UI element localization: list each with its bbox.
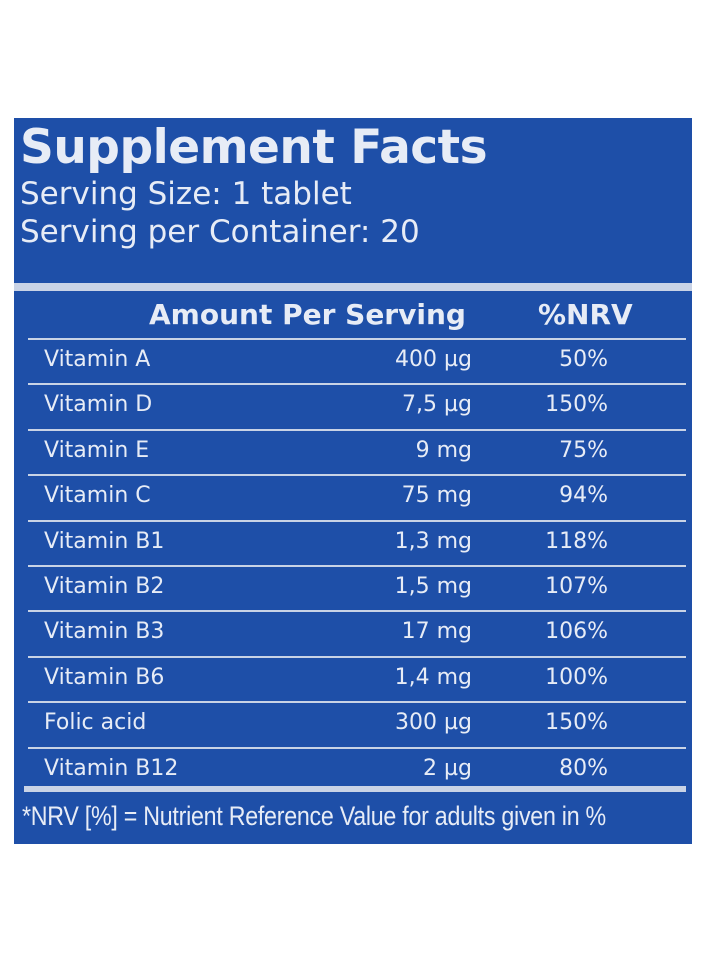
- serving-size: Serving Size: 1 tablet: [20, 176, 352, 212]
- thick-divider: [14, 283, 692, 291]
- nutrient-nrv: 150%: [545, 392, 608, 418]
- nutrient-nrv: 80%: [559, 755, 608, 781]
- nutrient-name: Vitamin B6: [44, 664, 165, 690]
- nrv-footnote: *NRV [%] = Nutrient Reference Value for …: [22, 801, 606, 831]
- nutrient-nrv: 50%: [559, 347, 608, 372]
- table-row: Vitamin E 9 mg 75%: [28, 428, 686, 474]
- table-row: Vitamin A 400 µg 50%: [28, 338, 686, 383]
- nutrient-amount: 1,5 mg: [394, 573, 472, 599]
- nutrient-name: Vitamin B2: [44, 573, 165, 599]
- servings-per-container: Serving per Container: 20: [20, 214, 420, 250]
- nutrient-nrv: 118%: [545, 528, 608, 554]
- nutrient-amount: 1,3 mg: [394, 528, 472, 554]
- nutrient-amount: 17 mg: [401, 619, 472, 645]
- nutrient-name: Vitamin A: [44, 347, 151, 372]
- nutrient-name: Vitamin D: [44, 392, 153, 418]
- nutrient-amount: 400 µg: [395, 347, 472, 372]
- nutrient-name: Vitamin B3: [44, 619, 165, 645]
- nutrient-nrv: 150%: [545, 710, 608, 736]
- nutrient-name: Folic acid: [44, 710, 147, 736]
- table-row: Vitamin B2 1,5 mg 107%: [28, 564, 686, 610]
- table-row: Vitamin B3 17 mg 106%: [28, 610, 686, 655]
- nutrient-amount: 75 mg: [401, 483, 472, 509]
- table-header: Amount Per Serving %NRV: [14, 298, 692, 338]
- table-row: Vitamin B1 1,3 mg 118%: [28, 519, 686, 565]
- nutrient-table: Vitamin A 400 µg 50% Vitamin D 7,5 µg 15…: [14, 338, 692, 792]
- supplement-facts-panel: Supplement Facts Serving Size: 1 tablet …: [14, 118, 692, 844]
- nutrient-amount: 2 µg: [423, 755, 472, 781]
- table-row: Vitamin B6 1,4 mg 100%: [28, 655, 686, 701]
- table-row: Folic acid 300 µg 150%: [28, 701, 686, 746]
- nutrient-nrv: 100%: [545, 664, 608, 690]
- nutrient-name: Vitamin B12: [44, 755, 179, 781]
- nutrient-amount: 7,5 µg: [402, 392, 472, 418]
- nutrient-nrv: 75%: [559, 437, 608, 463]
- nutrient-amount: 1,4 mg: [394, 664, 472, 690]
- nutrient-nrv: 107%: [545, 573, 608, 599]
- bottom-divider: [24, 786, 686, 792]
- header-amount-per-serving: Amount Per Serving: [149, 298, 466, 331]
- nutrient-name: Vitamin C: [44, 483, 151, 509]
- nutrient-nrv: 94%: [559, 483, 608, 509]
- header-nrv: %NRV: [538, 298, 633, 331]
- nutrient-name: Vitamin B1: [44, 528, 165, 554]
- nutrient-amount: 300 µg: [395, 710, 472, 736]
- table-row: Vitamin B12 2 µg 80%: [28, 746, 686, 792]
- label-title: Supplement Facts: [20, 120, 488, 175]
- nutrient-name: Vitamin E: [44, 437, 150, 463]
- table-row: Vitamin C 75 mg 94%: [28, 474, 686, 519]
- nutrient-nrv: 106%: [545, 619, 608, 645]
- nutrient-amount: 9 mg: [415, 437, 472, 463]
- table-row: Vitamin D 7,5 µg 150%: [28, 383, 686, 428]
